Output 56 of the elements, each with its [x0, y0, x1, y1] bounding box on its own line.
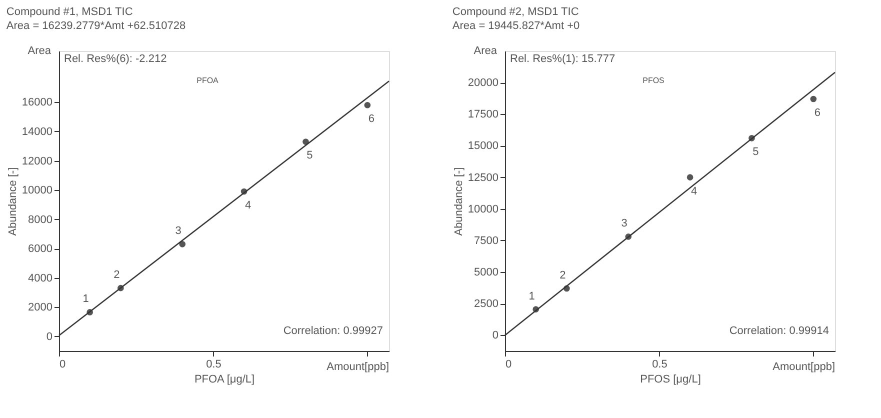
annotation: 6 [368, 113, 374, 126]
annotation: Correlation: 0.99927 [283, 325, 383, 337]
y-tick-label: 15000 [468, 140, 498, 152]
y-tick-label: 14000 [22, 126, 52, 138]
annotation: 4 [244, 199, 252, 212]
annotation: 5 [306, 150, 313, 162]
chart-title: Compound #2, MSD1 TIC [452, 6, 579, 18]
x-axis-title: PFOA [μg/L] [194, 374, 255, 386]
chart-subtitle: Area = 19445.827*Amt +0 [452, 20, 580, 32]
annotation: 4 [690, 185, 698, 198]
annotation: 1 [82, 293, 89, 306]
y-tick-label: 6000 [28, 243, 52, 256]
annotation: Rel. Res%(1): 15.777 [510, 53, 616, 65]
annotation: 3 [621, 218, 628, 230]
chart-title: Compound #1, MSD1 TIC [6, 6, 133, 18]
x-tick-label: 0.5 [206, 358, 222, 370]
text: Amount[ppb] [326, 361, 389, 373]
y-tick-label: 8000 [28, 214, 52, 226]
y-tick-label: 12000 [22, 155, 52, 168]
x-tick-label: 0 [506, 358, 512, 370]
y-tick-label: 0 [492, 330, 498, 342]
annotation: Rel. Res%(6): -2.212 [64, 53, 167, 65]
annotation: 2 [114, 269, 120, 282]
annotation: PFOA [196, 76, 220, 85]
annotation: Correlation: 0.99914 [729, 325, 829, 337]
point [686, 174, 694, 180]
annotation: 3 [175, 225, 182, 238]
y-tick-label: 17500 [468, 108, 498, 121]
annotation: 2 [560, 269, 566, 282]
y-tick-label: 16000 [22, 96, 52, 109]
y-tick-label: 12500 [468, 172, 498, 184]
y-tick-label: 0 [46, 330, 52, 343]
point [364, 102, 371, 108]
y-tick-label: 2000 [28, 302, 52, 314]
x-tick-label: 0 [60, 358, 66, 370]
point [179, 241, 186, 248]
y-tick-label: 2500 [474, 298, 498, 310]
y-tick-label: 5000 [474, 266, 498, 279]
y-axis-title: Abundance [-] [6, 167, 19, 236]
x-axis-title: PFOS [μg/L] [640, 374, 701, 386]
y-tick-label: 10000 [22, 184, 52, 197]
annotation: 5 [752, 146, 759, 158]
y-tick-label: 20000 [468, 77, 498, 90]
y-tick-label: 7500 [474, 234, 498, 247]
text: Area [474, 45, 498, 57]
y-axis-title: Abundance [-] [452, 167, 465, 236]
point [810, 96, 817, 102]
text: Amount[ppb] [772, 361, 835, 373]
y-tick-label: 4000 [28, 272, 52, 284]
x-tick-label: 0.5 [652, 358, 668, 370]
annotation: PFOS [642, 76, 664, 85]
chart-subtitle: Area = 16239.2779*Amt +62.510728 [6, 20, 186, 32]
y-tick-label: 10000 [468, 203, 498, 216]
annotation: 1 [528, 290, 535, 302]
text: Area [28, 45, 52, 57]
annotation: 6 [814, 107, 820, 119]
